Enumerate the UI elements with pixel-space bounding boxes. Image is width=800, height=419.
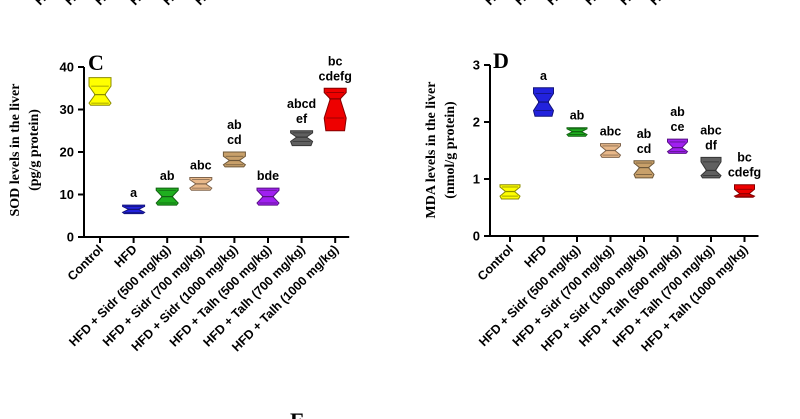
significance-label: ab <box>637 127 652 141</box>
cropped-label-fragment: HFD <box>647 0 676 8</box>
y-tick-label: 30 <box>60 102 74 117</box>
significance-label: abc <box>700 123 722 137</box>
panel-d-mda-chart: D MDA levels in the liver (nmol/g protein)… <box>424 48 761 354</box>
significance-label: abc <box>190 159 212 173</box>
significance-label: abc <box>600 125 622 139</box>
violin-shape <box>633 160 655 179</box>
y-axis-unit-label: (nmol/g protein) <box>443 101 458 199</box>
cropped-label-fragment: H <box>482 0 499 8</box>
significance-label: ab <box>227 118 242 132</box>
violin-shape <box>323 87 347 132</box>
y-axis-label: SOD levels in the liver <box>8 84 23 217</box>
significance-label: a <box>540 69 548 83</box>
significance-label: ef <box>296 112 308 126</box>
panel-letter: D <box>493 48 509 73</box>
y-tick-label: 10 <box>60 187 74 202</box>
cropped-label-fragment: HF <box>544 0 567 8</box>
cropped-label-fragment: HF <box>127 0 150 8</box>
x-category-label: HFD <box>112 242 140 270</box>
significance-label: a <box>130 186 138 200</box>
cropped-previous-panel-labels: HFDHHFHFHHFDHHFDHFHFHFHFD <box>32 0 676 8</box>
y-tick-label: 1 <box>473 172 480 187</box>
significance-label: bde <box>257 169 279 183</box>
violin-shape <box>700 156 722 179</box>
significance-label: cd <box>637 142 652 156</box>
significance-label: bc <box>328 54 343 68</box>
violin-shape <box>88 77 112 106</box>
y-tick-label: 40 <box>60 60 74 75</box>
y-tick-label: 0 <box>67 230 74 245</box>
violin-shape <box>289 130 314 147</box>
significance-label: ab <box>670 105 685 119</box>
x-category-label: HFD <box>522 242 550 270</box>
violin-shape <box>222 151 247 168</box>
significance-label: df <box>705 138 718 152</box>
cropped-label-fragment: HF <box>617 0 640 8</box>
significance-label: abcd <box>287 97 316 111</box>
cropped-label-fragment: HFD <box>192 0 221 8</box>
significance-label: ab <box>160 169 175 183</box>
panel-letter-e-partial: E <box>290 408 305 419</box>
cropped-label-fragment: H <box>160 0 177 8</box>
x-category-label: Control <box>65 242 106 283</box>
significance-label: bc <box>737 151 752 165</box>
y-tick-label: 3 <box>473 58 480 73</box>
y-axis-unit-label: (pg/g protein) <box>27 109 42 191</box>
cropped-label-fragment: HF <box>582 0 605 8</box>
significance-label: cdefg <box>319 69 352 83</box>
y-tick-label: 0 <box>473 229 480 244</box>
significance-label: cdefg <box>728 166 761 180</box>
y-tick-label: 20 <box>60 145 74 160</box>
significance-label: ce <box>671 120 685 134</box>
y-axis-label: MDA levels in the liver <box>424 82 439 219</box>
y-tick-label: 2 <box>473 115 480 130</box>
cropped-label-fragment: HFD <box>512 0 541 8</box>
x-category-label: Control <box>475 242 516 283</box>
significance-label: cd <box>227 133 242 147</box>
cropped-label-fragment: HFD <box>32 0 61 8</box>
violin-shape <box>733 184 756 198</box>
violin-shape <box>666 138 689 154</box>
panel-letter: C <box>88 50 104 75</box>
significance-label: ab <box>570 109 585 123</box>
panel-c-sod-chart: C SOD levels in the liver (pg/g protein) 0 1… <box>8 50 352 354</box>
cropped-label-fragment: HF <box>92 0 115 8</box>
cropped-label-fragment: H <box>62 0 79 8</box>
